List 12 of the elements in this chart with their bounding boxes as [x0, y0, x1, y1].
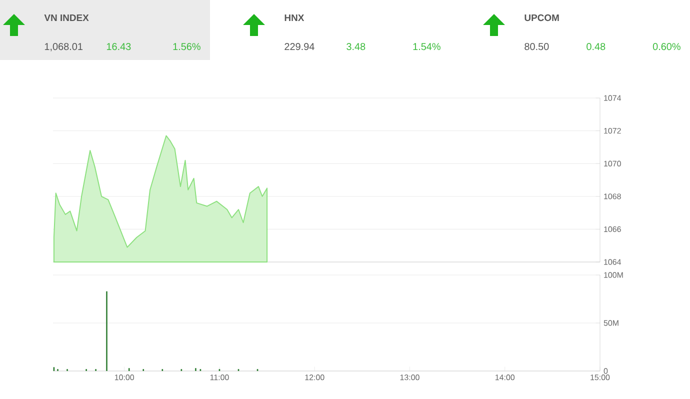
text: 1.54%: [413, 43, 440, 50]
text: 16.43: [106, 43, 131, 50]
text: 1.56%: [173, 43, 200, 50]
text: 80.50: [524, 43, 549, 50]
text: HNX: [284, 14, 304, 21]
text: 0.48: [586, 43, 606, 50]
text: 1,068.01: [44, 43, 82, 52]
text: 229.94: [284, 43, 314, 50]
text: 3.48: [346, 43, 366, 50]
text: VN INDEX: [44, 14, 89, 21]
text: 0.60%: [652, 43, 680, 50]
text: UPCOM: [524, 14, 559, 22]
